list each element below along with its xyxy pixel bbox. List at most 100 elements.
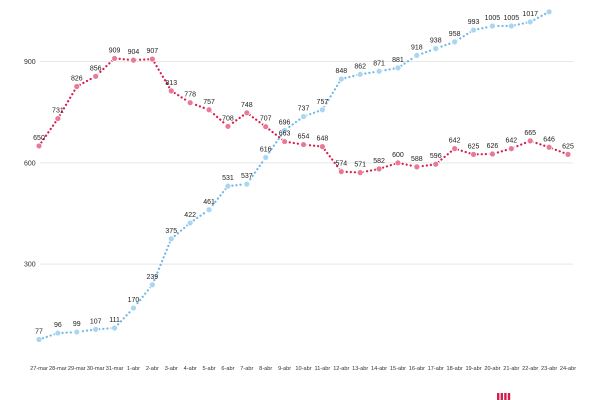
series-0-data-label: 600 <box>392 152 404 159</box>
series-1-data-label: 737 <box>298 106 310 113</box>
series-1-point <box>451 38 459 46</box>
series-1-data-label: 107 <box>90 318 102 325</box>
series-1-line <box>37 10 551 341</box>
data-points <box>35 8 572 343</box>
series-0-data-label: 826 <box>71 75 83 82</box>
series-0-data-label: 626 <box>487 143 499 150</box>
series-0-point <box>470 150 477 158</box>
x-tick-label: 27-mar <box>30 366 48 372</box>
series-1-point <box>54 329 62 337</box>
series-0-point <box>262 123 270 131</box>
series-1-point <box>111 324 118 332</box>
series-1-data-label: 375 <box>165 228 177 235</box>
series-1-point <box>148 281 156 289</box>
series-0-data-label: 596 <box>430 153 442 160</box>
x-tick-label: 20-abr <box>484 366 500 372</box>
x-tick-label: 23-abr <box>541 366 557 372</box>
series-0-point <box>564 150 572 158</box>
series-0-point <box>167 87 175 95</box>
series-1-point <box>318 106 326 114</box>
series-1-data-label: 1017 <box>522 11 538 18</box>
series-0-data-label: 757 <box>203 99 215 106</box>
series-1-data-label: 170 <box>128 297 140 304</box>
x-tick-label: 16-abr <box>409 366 425 372</box>
x-tick-label: 4-abr <box>184 366 197 372</box>
series-1-data-label: 862 <box>354 63 366 70</box>
x-tick-label: 15-abr <box>390 366 406 372</box>
series-1-data-label: 1005 <box>504 15 520 22</box>
x-tick-label: 21-abr <box>503 366 519 372</box>
series-0-data-label: 642 <box>449 138 461 145</box>
x-tick-label: 7-abr <box>240 366 253 372</box>
series-1-data-label: 239 <box>147 274 159 281</box>
series-0-line <box>37 57 570 174</box>
series-1-point <box>205 206 213 214</box>
series-0-data-label: 909 <box>109 47 121 54</box>
series-1-data-label: 99 <box>73 321 81 328</box>
x-tick-label: 8-abr <box>259 366 272 372</box>
series-1-point <box>507 22 515 30</box>
series-0-point <box>54 115 62 122</box>
series-1-point <box>470 26 477 34</box>
series-1-data-label: 1005 <box>485 15 501 22</box>
series-0-point <box>356 169 364 177</box>
x-tick-label: 3-abr <box>165 366 178 372</box>
series-1-point <box>394 64 402 72</box>
series-1-point <box>281 126 289 134</box>
series-0-point <box>526 137 534 145</box>
x-tick-label: 13-abr <box>352 366 368 372</box>
series-0-point <box>545 143 553 151</box>
series-1-data-label: 918 <box>411 44 423 51</box>
series-1-point <box>243 180 251 188</box>
series-0-point <box>130 56 137 64</box>
series-1-data-label: 616 <box>260 146 272 153</box>
series-0-data-label: 582 <box>373 158 385 165</box>
series-lines <box>37 10 570 341</box>
series-1-point <box>356 70 364 78</box>
series-0-point <box>375 165 383 173</box>
x-tick-label: 22-abr <box>522 366 538 372</box>
series-1-point <box>337 75 345 83</box>
series-0-point <box>318 143 326 151</box>
series-0-data-label: 813 <box>165 80 177 87</box>
series-1-point <box>375 67 383 75</box>
series-0-data-label: 856 <box>90 65 102 72</box>
series-1-data-label: 848 <box>335 68 347 75</box>
series-0-data-label: 650 <box>33 135 45 142</box>
series-1-point <box>186 219 194 227</box>
series-0-data-label: 778 <box>184 92 196 99</box>
series-0-point <box>35 142 43 150</box>
series-0-point <box>337 168 345 176</box>
series-0-point <box>73 83 81 90</box>
series-0-point <box>92 72 100 80</box>
series-0-data-label: 708 <box>222 115 234 122</box>
x-axis-ticks: 27-mar 28-mar 29-mar 30-mar 31-mar 1-abr 2-abr… <box>30 366 576 372</box>
x-tick-label: 6-abr <box>221 366 234 372</box>
series-1-point <box>262 154 270 161</box>
series-0-point <box>186 99 194 107</box>
series-1-data-label: 938 <box>430 38 442 45</box>
series-1-point <box>167 235 175 243</box>
y-tick-label: 900 <box>24 59 36 66</box>
series-1-data-label: 111 <box>109 317 120 324</box>
series-0-point <box>243 109 251 117</box>
series-1-point <box>413 51 421 59</box>
series-0-data-label: 625 <box>468 143 480 150</box>
series-1-data-label: 531 <box>222 175 234 182</box>
series-1-data-label: 871 <box>373 60 385 67</box>
series-0-point <box>507 145 515 153</box>
x-tick-label: 1-abr <box>127 366 140 372</box>
x-tick-label: 30-mar <box>87 366 105 372</box>
series-0-data-label: 665 <box>524 130 536 137</box>
series-1-data-label: 537 <box>241 173 253 180</box>
series-0-data-label: 654 <box>298 134 310 141</box>
x-tick-label: 14-abr <box>371 366 387 372</box>
series-0-data-label: 642 <box>505 138 517 145</box>
x-tick-label: 5-abr <box>203 366 216 372</box>
y-tick-label: 300 <box>24 262 36 269</box>
series-0-data-label: 588 <box>411 156 423 163</box>
series-0-point <box>300 141 307 148</box>
series-1-point <box>224 182 232 190</box>
series-1-data-label: 96 <box>54 322 62 329</box>
